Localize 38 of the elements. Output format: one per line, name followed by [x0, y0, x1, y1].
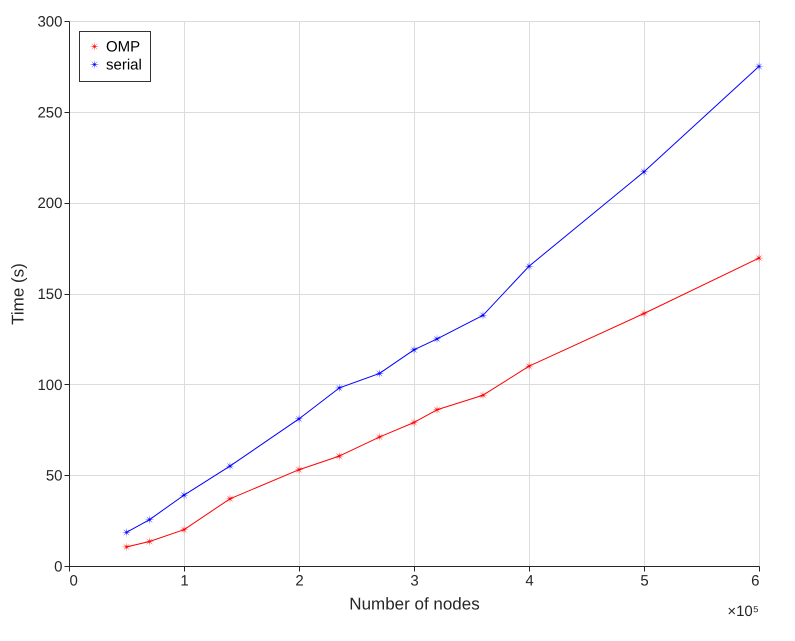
x-tick-label: 5 — [640, 572, 649, 590]
point — [225, 494, 235, 504]
point — [524, 262, 534, 271]
legend-label: OMP — [106, 38, 140, 56]
point — [374, 432, 384, 442]
x-tick-label: 3 — [410, 572, 419, 590]
y-tick-label: 100 — [37, 376, 62, 394]
y-tick-label: 200 — [37, 195, 62, 212]
point — [294, 464, 304, 474]
y-tick-label: 50 — [46, 468, 62, 485]
point — [179, 490, 189, 500]
point — [639, 308, 649, 318]
y-tick-label: 150 — [37, 286, 62, 303]
point — [409, 345, 419, 355]
point — [334, 451, 344, 461]
point — [122, 528, 132, 538]
y-tick-label: 250 — [37, 104, 62, 122]
point — [478, 390, 488, 400]
x-tick-label: 2 — [295, 572, 304, 590]
point — [144, 514, 154, 524]
point — [179, 524, 189, 534]
point — [409, 418, 419, 428]
x-tick-label: 1 — [180, 572, 189, 590]
x-tick-label: 0 — [70, 572, 78, 590]
y-tick-label: 300 — [37, 14, 62, 30]
x-axis-title: Number of nodes — [349, 594, 480, 614]
y-axis-title: Time (s) — [8, 263, 28, 325]
x-tick-label: 4 — [525, 572, 534, 590]
y-tick-label: 0 — [54, 558, 62, 576]
text: ×10⁵ — [727, 603, 759, 620]
point — [478, 310, 488, 320]
point — [334, 383, 344, 393]
point — [524, 361, 534, 371]
legend-label: serial — [106, 56, 142, 74]
x-tick-label: 6 — [751, 572, 760, 590]
point — [294, 414, 304, 424]
point — [639, 167, 649, 177]
point — [432, 405, 442, 415]
